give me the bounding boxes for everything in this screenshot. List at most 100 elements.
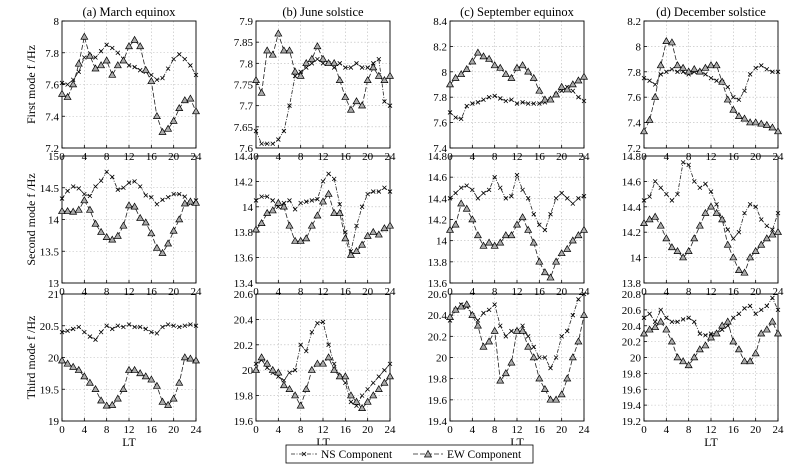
ns-point [736,311,742,317]
ew-point [762,120,771,128]
ew-point [152,243,161,251]
ew-point [164,124,173,132]
ns-point [359,393,365,398]
ns-point [276,137,281,142]
x-tick-label: 4 [664,286,670,298]
y-axis-label: Second mode f /Hz [24,173,38,265]
ew-point [679,357,688,365]
ns-point [382,99,387,104]
ew-point [574,337,583,345]
ew-point [263,46,272,54]
x-tick-label: 24 [191,286,203,298]
ns-point [115,187,121,192]
subplot-title: (d) December solstice [656,5,766,19]
ew-point [251,75,261,83]
x-tick-label: 8 [298,424,304,436]
y-tick-label: 20.4 [622,321,642,333]
ns-point [764,223,770,229]
ns-point [376,56,382,62]
ew-point [74,59,83,67]
ew-point [468,310,477,318]
ew-point [136,213,145,221]
x-tick-label: 0 [641,286,647,298]
x-tick-label: 12 [512,286,523,298]
ew-point [313,42,322,50]
ns-point [664,191,669,197]
ns-point [675,319,680,325]
x-axis-label: LT [704,435,718,449]
ew-point [85,205,94,213]
ns-point [337,61,343,66]
y-tick-label: 20.8 [622,289,642,301]
ew-point [690,353,699,361]
ew-point [69,362,78,370]
ew-point [529,73,538,81]
ew-point [108,400,117,408]
ns-point [680,160,686,165]
ew-point [169,116,178,124]
ns-point [303,199,309,205]
ns-point [104,323,109,329]
ns-point [731,236,736,241]
ns-point [675,69,680,75]
ns-point [531,344,537,350]
ew-point [69,207,78,215]
ns-point [475,318,481,323]
ns-point [509,97,514,103]
ew-point [473,321,482,329]
ew-point [706,61,716,69]
y-tick-label: 7.9 [239,16,253,28]
ns-point [686,162,691,168]
ew-point [507,358,516,366]
ns-point [370,189,376,194]
ns-point [176,52,182,57]
ns-point [742,210,747,216]
ew-point [302,384,311,392]
x-tick-label: 12 [124,286,135,298]
ew-point [639,219,649,226]
y-tick-label: 13.6 [234,253,254,265]
y-tick-label: 7.6 [239,143,253,155]
ew-point [723,317,732,325]
x-tick-label: 20 [750,424,762,436]
ns-point [703,181,708,187]
ew-point [457,199,466,207]
legend-ew-label: EW Component [447,449,522,461]
ns-point [320,61,326,66]
ew-point [102,56,111,64]
ew-point [97,227,106,235]
y-tick-label: 13.4 [234,278,254,290]
ew-point [552,257,561,265]
ew-point [291,67,300,75]
ns-point [497,323,503,329]
ew-point [285,46,294,54]
ns-point [365,65,370,70]
x-tick-label: 0 [253,424,259,436]
y-tick-label: 19 [48,416,60,428]
ew-point [557,249,566,257]
ew-point [374,384,383,392]
ew-point [91,219,100,227]
ew-point [490,326,499,334]
ew-point [291,236,300,244]
ns-point [264,141,270,147]
ns-point [359,204,365,210]
ns-point [348,65,354,70]
ns-point [647,311,652,317]
y-tick-label: 7.4 [627,118,641,130]
ew-point [445,312,455,320]
ns-point [520,323,525,329]
ew-point [546,95,555,103]
ew-point [119,384,128,392]
ns-point [559,334,564,339]
ns-point [775,210,781,216]
ew-point [768,123,777,131]
ew-point [751,118,760,126]
subplot-2-0: 0 4 8 12 16 20 24 19 19.5 20 20.5 21 LT Third mode f … [24,289,202,449]
ns-point [747,72,753,77]
ew-point [330,365,339,373]
ew-point [124,201,134,209]
ew-point [667,243,676,251]
y-tick-label: 13.5 [40,246,60,258]
